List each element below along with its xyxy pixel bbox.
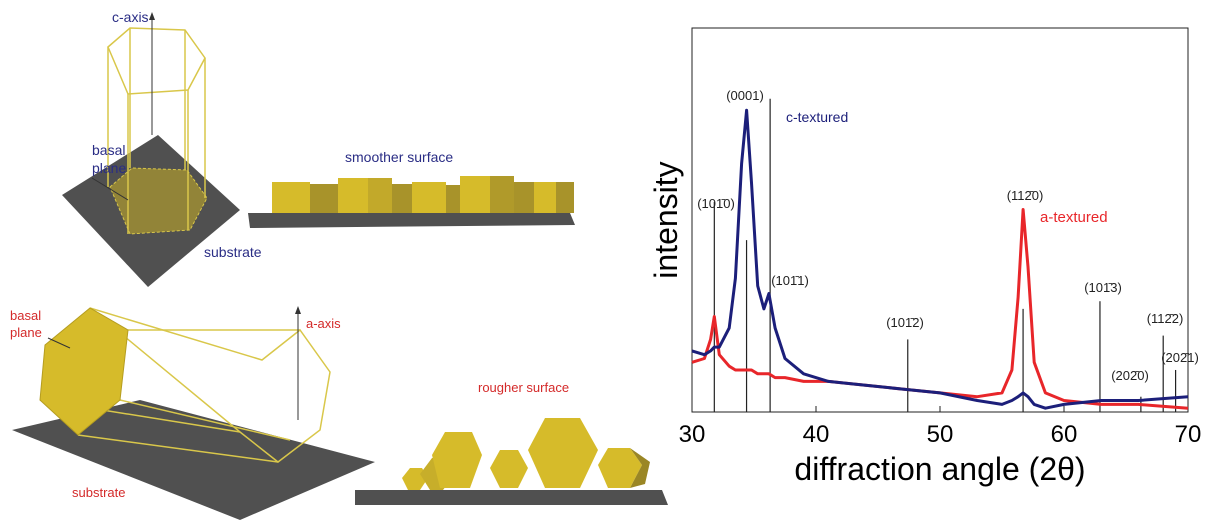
- peak-label: (101̄3): [1084, 280, 1122, 295]
- peak-label: (202̄0): [1111, 368, 1149, 383]
- label: basal: [10, 308, 41, 323]
- label: rougher surface: [478, 380, 569, 395]
- slab: [248, 213, 575, 228]
- x-tick-label: 30: [679, 421, 706, 448]
- plot-frame: [692, 28, 1188, 412]
- peak-label: (0001): [726, 88, 764, 103]
- a-crystal-diagram: [12, 306, 375, 520]
- x-axis-label: diffraction angle (2θ): [794, 451, 1085, 487]
- rougher-surface-diagram: [355, 418, 668, 505]
- series-label: c-textured: [786, 109, 848, 125]
- label: smoother surface: [345, 149, 453, 165]
- figure: c-axis basal plane substrate smoother su…: [0, 0, 1212, 525]
- peak-label: (112̄2): [1147, 311, 1184, 326]
- label: substrate: [204, 244, 262, 260]
- arrow-head: [295, 306, 301, 314]
- label: c-axis: [112, 9, 149, 25]
- label: a-axis: [306, 316, 341, 331]
- xrd-chart: intensity diffraction angle (2θ) 30 40 50 6…: [648, 28, 1201, 487]
- x-tick-label: 40: [803, 421, 830, 448]
- x-tick-label: 60: [1051, 421, 1078, 448]
- x-tick-label: 50: [927, 421, 954, 448]
- peak-label: (101̄1): [771, 273, 809, 288]
- peak-label: (101̄2): [886, 315, 924, 330]
- label: plane: [10, 325, 42, 340]
- x-tick-label: 70: [1175, 421, 1202, 448]
- smoother-surface-diagram: [248, 176, 575, 228]
- y-axis-label: intensity: [648, 161, 684, 278]
- label: basal: [92, 142, 125, 158]
- slab: [355, 490, 668, 505]
- peak-label: (202̄1): [1161, 350, 1199, 365]
- label: plane: [92, 160, 126, 176]
- arrow-head: [149, 12, 155, 20]
- series-label: a-textured: [1040, 209, 1108, 226]
- peak-label: (112̄0): [1007, 188, 1044, 203]
- peak-label: (101̄0): [697, 196, 735, 211]
- prism-top: [108, 28, 205, 94]
- series-line: [692, 110, 1188, 408]
- label: substrate: [72, 485, 125, 500]
